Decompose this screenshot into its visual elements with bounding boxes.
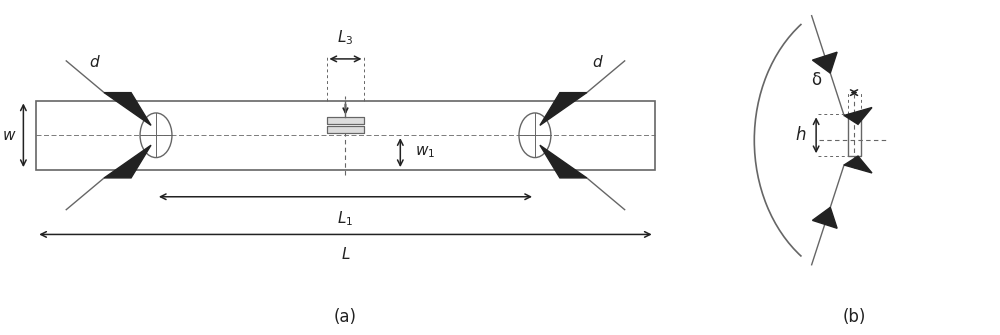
Text: (b): (b) bbox=[842, 308, 866, 326]
Bar bbox=[327, 118, 364, 124]
Polygon shape bbox=[104, 92, 151, 125]
Bar bbox=[36, 100, 655, 170]
Text: δ: δ bbox=[811, 71, 821, 89]
Text: $L_3$: $L_3$ bbox=[337, 28, 354, 47]
Text: L: L bbox=[341, 247, 350, 262]
Bar bbox=[327, 126, 364, 133]
Text: $L_1$: $L_1$ bbox=[337, 210, 354, 228]
Text: h: h bbox=[795, 126, 805, 144]
Polygon shape bbox=[104, 145, 151, 178]
Text: d: d bbox=[89, 55, 99, 70]
Text: (a): (a) bbox=[334, 308, 357, 326]
Polygon shape bbox=[812, 52, 837, 73]
Polygon shape bbox=[844, 108, 872, 124]
Bar bbox=[327, 118, 364, 124]
Text: d: d bbox=[592, 55, 602, 70]
Polygon shape bbox=[540, 92, 587, 125]
Polygon shape bbox=[540, 145, 587, 178]
Bar bbox=[327, 126, 364, 133]
Polygon shape bbox=[844, 156, 872, 173]
Text: w: w bbox=[3, 128, 16, 143]
Text: $w_1$: $w_1$ bbox=[415, 145, 435, 160]
Bar bbox=[848, 115, 861, 156]
Polygon shape bbox=[812, 207, 837, 228]
